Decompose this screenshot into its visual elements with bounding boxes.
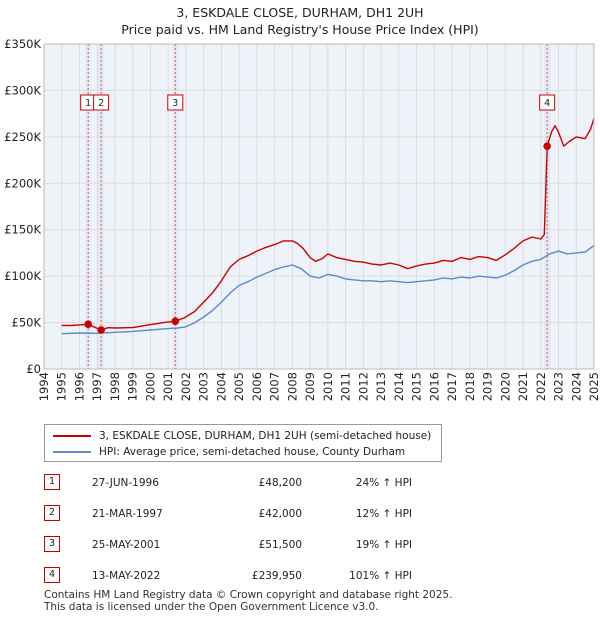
sale-band-2 xyxy=(98,44,105,369)
sale-point-1 xyxy=(84,320,92,329)
sale-hpi-1: 24% ↑ HPI xyxy=(355,477,412,489)
sale-point-2 xyxy=(97,326,105,334)
plot-border xyxy=(43,43,595,370)
sale-date-1: 27-JUN-1996 xyxy=(92,477,159,489)
x-tick-label-2002: 2002 xyxy=(179,372,193,401)
sale-price-4: £239,950 xyxy=(251,570,302,582)
sale-marker-2: 2 xyxy=(44,505,60,521)
y-tick-label-0: £0 xyxy=(26,362,41,376)
sale-label-2: 2 xyxy=(98,98,104,109)
footer-line2: This data is licensed under the Open Gov… xyxy=(44,601,379,613)
sale-price-1: £48,200 xyxy=(258,477,302,489)
x-tick-label-2024: 2024 xyxy=(569,372,583,401)
chart-title: 3, ESKDALE CLOSE, DURHAM, DH1 2UH Price … xyxy=(0,4,600,38)
x-tick-label-1998: 1998 xyxy=(108,372,122,401)
x-tick-label-2011: 2011 xyxy=(339,372,353,401)
x-tick-label-2018: 2018 xyxy=(463,372,477,401)
sale-price-2: £42,000 xyxy=(258,508,302,520)
sale-label-box-4 xyxy=(539,94,556,111)
x-tick-label-2019: 2019 xyxy=(481,372,495,401)
x-tick-label-2005: 2005 xyxy=(232,372,246,401)
x-tick-label-1999: 1999 xyxy=(126,372,140,401)
sale-label-4: 4 xyxy=(544,98,550,109)
x-tick-label-1996: 1996 xyxy=(72,372,86,401)
x-tick-label-2008: 2008 xyxy=(285,372,299,401)
x-tick-label-2014: 2014 xyxy=(392,372,406,401)
x-tick-label-1997: 1997 xyxy=(90,372,104,401)
x-tick-label-2021: 2021 xyxy=(516,372,530,401)
sale-date-2: 21-MAR-1997 xyxy=(92,508,163,520)
x-tick-label-2000: 2000 xyxy=(143,372,157,401)
chart-title-line1: 3, ESKDALE CLOSE, DURHAM, DH1 2UH xyxy=(176,5,424,20)
x-tick-label-2022: 2022 xyxy=(534,372,548,401)
footer: Contains HM Land Registry data © Crown c… xyxy=(44,589,452,613)
sale-row-1: 1 27-JUN-1996 £48,200 24% ↑ HPI xyxy=(40,474,460,494)
y-tick-label-150000: £150K xyxy=(4,223,41,237)
price-chart: 1 2 3 4 £0 £50K £100K £150K £200K £250K £300K £350K… xyxy=(4,37,600,401)
sale-row-3: 3 25-MAY-2001 £51,500 19% ↑ HPI xyxy=(40,536,460,556)
y-tick-label-250000: £250K xyxy=(4,130,41,144)
sale-point-3 xyxy=(171,317,180,325)
legend-swatch-hpi xyxy=(53,451,91,453)
x-tick-label-2020: 2020 xyxy=(498,372,512,401)
x-tick-label-2017: 2017 xyxy=(445,372,459,401)
sale-label-1: 1 xyxy=(85,98,91,109)
sale-band-1 xyxy=(85,44,92,369)
sale-marker-3: 3 xyxy=(44,536,60,552)
x-tick-label-2012: 2012 xyxy=(356,372,370,401)
sale-point-4 xyxy=(543,142,551,150)
sale-price-3: £51,500 xyxy=(258,539,302,551)
y-tick-label-200000: £200K xyxy=(4,176,41,190)
y-tick-label-300000: £300K xyxy=(4,83,41,97)
x-tick-label-2013: 2013 xyxy=(374,372,388,401)
y-tick-label-350000: £350K xyxy=(4,37,41,51)
x-tick-label-2015: 2015 xyxy=(410,372,424,401)
sale-hpi-3: 19% ↑ HPI xyxy=(355,539,412,551)
x-tick-label-2003: 2003 xyxy=(197,372,211,401)
sale-row-2: 2 21-MAR-1997 £42,000 12% ↑ HPI xyxy=(40,505,460,525)
x-tick-label-2025: 2025 xyxy=(587,372,600,401)
y-tick-label-100000: £100K xyxy=(4,269,41,283)
y-tick-label-50000: £50K xyxy=(12,316,42,330)
footer-line1: Contains HM Land Registry data © Crown c… xyxy=(44,589,453,601)
sale-label-box-3 xyxy=(167,94,184,111)
sale-band-3 xyxy=(172,44,179,369)
x-tick-label-2016: 2016 xyxy=(427,372,441,401)
plot-area xyxy=(44,44,594,369)
x-tick-label-2009: 2009 xyxy=(303,372,317,401)
legend-item-hpi: HPI: Average price, semi-detached house,… xyxy=(53,444,405,460)
sale-row-4: 4 13-MAY-2022 £239,950 101% ↑ HPI xyxy=(40,567,460,587)
sale-marker-4: 4 xyxy=(44,567,60,583)
x-tick-label-2004: 2004 xyxy=(214,372,228,401)
sale-hpi-2: 12% ↑ HPI xyxy=(355,508,412,520)
legend: 3, ESKDALE CLOSE, DURHAM, DH1 2UH (semi-… xyxy=(44,424,442,462)
sale-marker-1: 1 xyxy=(44,474,60,490)
x-tick-label-1995: 1995 xyxy=(55,372,69,401)
sale-label-box-2 xyxy=(93,94,110,111)
sale-band-4 xyxy=(544,44,551,369)
x-tick-label-2001: 2001 xyxy=(161,372,175,401)
legend-swatch-property xyxy=(53,435,91,437)
x-tick-label-2006: 2006 xyxy=(250,372,264,401)
legend-item-property: 3, ESKDALE CLOSE, DURHAM, DH1 2UH (semi-… xyxy=(53,428,431,444)
sale-date-4: 13-MAY-2022 xyxy=(92,570,161,582)
sale-date-3: 25-MAY-2001 xyxy=(92,539,161,551)
x-tick-label-2007: 2007 xyxy=(268,372,282,401)
x-tick-label-2023: 2023 xyxy=(552,372,566,401)
sale-hpi-4: 101% ↑ HPI xyxy=(349,570,412,582)
legend-label-hpi: HPI: Average price, semi-detached house,… xyxy=(99,446,406,458)
x-tick-label-1994: 1994 xyxy=(37,372,51,401)
x-tick-label-2010: 2010 xyxy=(321,372,335,401)
legend-label-property: 3, ESKDALE CLOSE, DURHAM, DH1 2UH (semi-… xyxy=(99,430,432,442)
sale-label-3: 3 xyxy=(172,98,178,109)
series-line-hpi xyxy=(61,244,595,335)
chart-title-line2: Price paid vs. HM Land Registry's House … xyxy=(121,22,479,37)
